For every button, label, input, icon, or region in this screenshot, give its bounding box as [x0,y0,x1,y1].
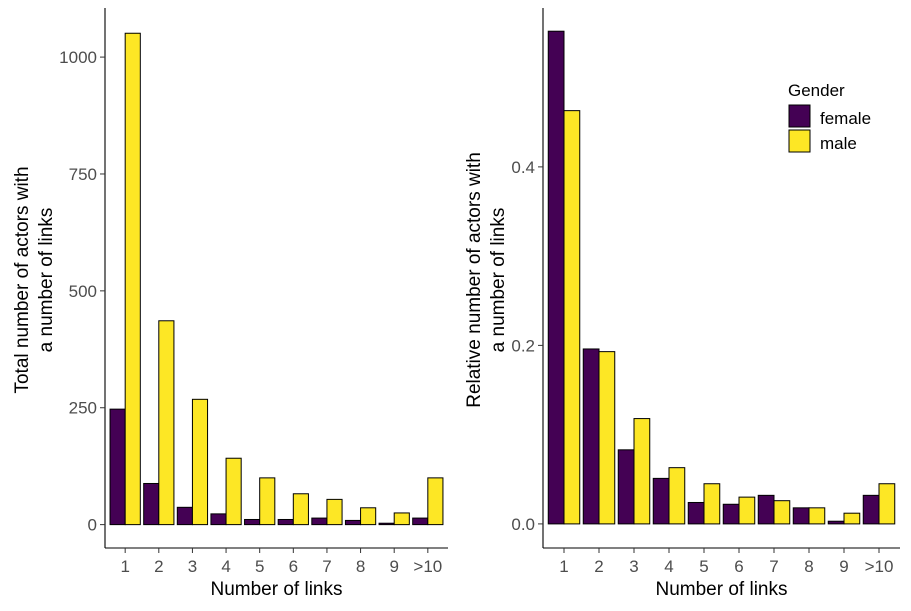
x-tick-label: 3 [629,557,638,576]
y-tick-label: 0.0 [511,515,535,534]
bar-male-2 [158,320,175,526]
x-tick-label: 9 [389,557,398,576]
bar-male-3 [191,398,209,526]
bar-male-2 [598,351,616,525]
x-tick-label: 2 [154,557,163,576]
bar-male-9 [843,512,861,525]
bar-male-6 [292,493,309,526]
x-axis-title: Number of links [656,579,788,600]
bar-female-6 [722,503,740,525]
bar-male-gt10 [878,483,896,525]
y-tick-label: 750 [69,165,97,184]
y-tick-label: 250 [69,399,97,418]
bar-male-8 [360,507,377,526]
bar-female-7 [757,494,775,525]
bar-female-8 [792,507,810,525]
x-tick-label: 9 [839,557,848,576]
bar-female-3 [176,506,193,526]
y-axis-title-line-1: Total number of actors with [12,166,33,393]
bar-male-gt10 [427,477,444,526]
bar-male-6 [738,496,756,525]
x-tick-label: >10 [865,557,894,576]
x-tick-label: 7 [769,557,778,576]
bar-female-5 [687,501,705,525]
left-panel-total-actors: 0 250 500 750 1000 1 2 3 4 5 6 7 8 9 >10 Number of link… [12,8,448,600]
x-tick-label: 6 [289,557,298,576]
bar-male-7 [773,500,791,525]
bar-female-9 [827,520,845,525]
x-tick-label: 4 [664,557,673,576]
right-panel-relative-actors: 0.0 0.2 0.4 1 2 3 4 5 6 7 8 9 >10 Number of links Rela… [464,8,900,600]
x-tick-label: 1 [120,557,129,576]
bar-male-8 [808,507,826,525]
bar-male-4 [225,457,242,526]
legend-label-female: female [820,109,871,128]
bar-female-4 [652,477,670,525]
bar-male-9 [393,512,410,526]
bar-male-1 [563,110,581,525]
bar-male-5 [703,483,721,525]
bar-female-4 [210,513,227,526]
bar-male-7 [326,498,343,526]
bar-female-2 [582,348,600,525]
y-axis-title-line-1: Relative number of actors with [464,152,485,408]
y-tick-label: 500 [69,282,97,301]
y-tick-label: 0.4 [511,158,535,177]
bar-female-gt10 [862,494,880,525]
bar-female-7 [311,517,328,526]
bar-female-3 [617,449,635,525]
y-tick-label: 0.2 [511,336,535,355]
x-axis-title: Number of links [211,579,343,600]
bar-male-1 [124,32,141,526]
legend-label-male: male [820,134,857,153]
bar-female-1 [109,408,126,526]
bar-female-5 [244,518,261,526]
bar-male-3 [633,418,651,525]
x-tick-label: 1 [559,557,568,576]
x-tick-label: 8 [356,557,365,576]
x-tick-label: >10 [413,557,442,576]
x-tick-label: 2 [594,557,603,576]
legend: Gender female male [788,81,871,153]
y-axis-title-line-2: a number of links [488,208,509,353]
x-tick-label: 4 [221,557,230,576]
x-tick-label: 5 [699,557,708,576]
bar-female-1 [547,30,565,525]
x-tick-label: 7 [322,557,331,576]
y-tick-label: 0 [88,516,97,535]
y-axis-title-line-2: a number of links [36,208,57,353]
bar-male-4 [668,467,686,525]
bar-female-6 [277,518,294,526]
bar-female-2 [143,482,160,526]
bar-female-gt10 [412,517,429,526]
bar-female-8 [344,519,362,526]
x-tick-label: 6 [734,557,743,576]
x-tick-label: 3 [188,557,197,576]
x-tick-label: 5 [255,557,264,576]
y-tick-label: 1000 [59,48,97,67]
legend-title: Gender [788,81,845,100]
legend-key-male [788,129,811,153]
bar-female-9 [378,522,395,526]
x-tick-label: 8 [804,557,813,576]
legend-key-female [788,104,811,128]
bar-male-5 [259,477,276,526]
